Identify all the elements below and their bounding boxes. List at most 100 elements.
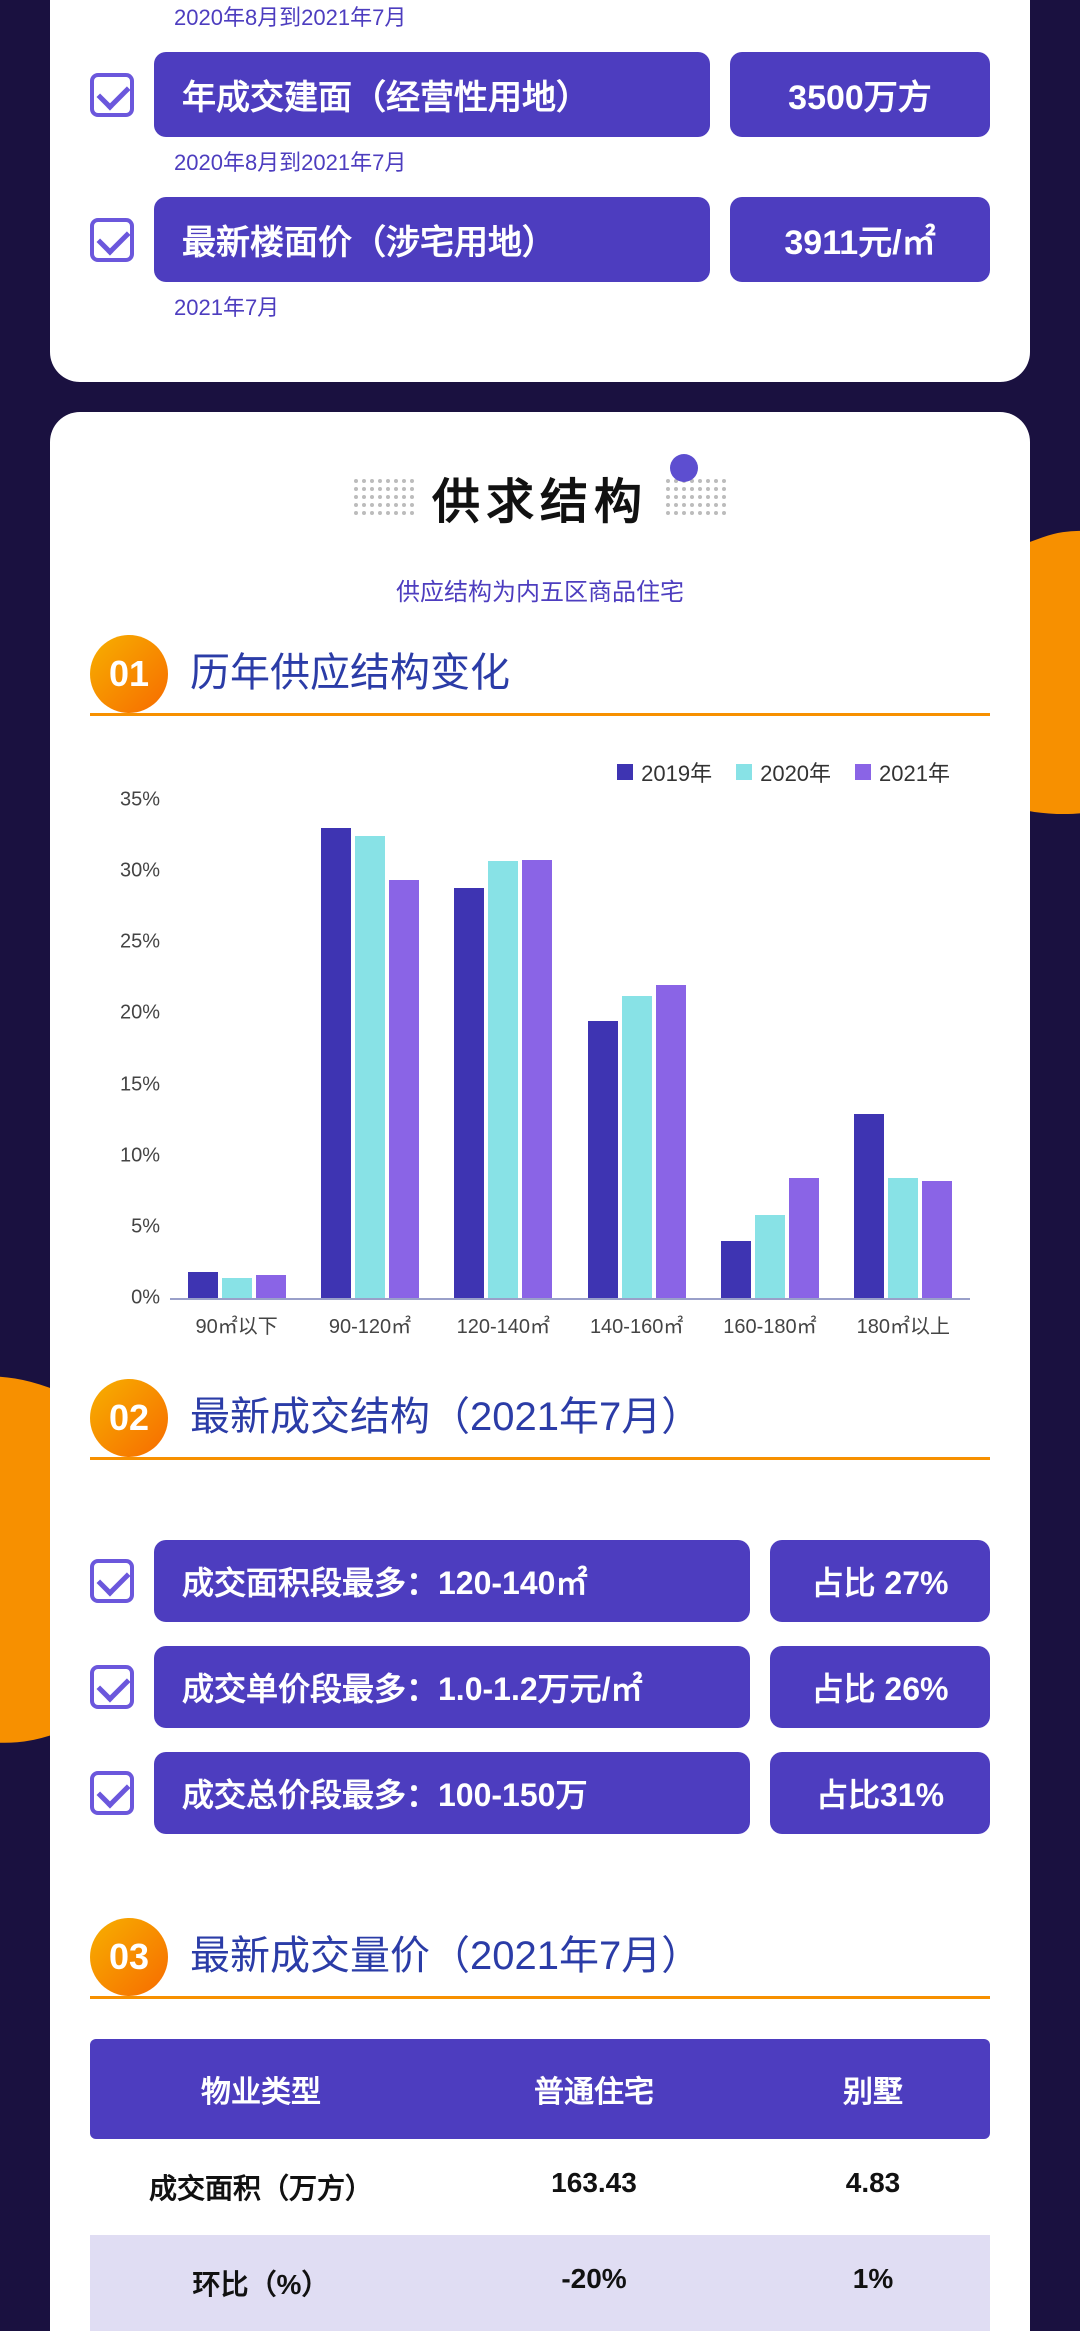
legend-swatch: [617, 764, 633, 780]
check-icon: [90, 1665, 134, 1709]
y-axis-label: 15%: [100, 1073, 160, 1096]
table-header-cell: 普通住宅: [432, 2039, 756, 2139]
stat-value: 占比 26%: [770, 1646, 990, 1728]
legend-item: 2021年: [855, 756, 950, 788]
section-number-badge: 03: [90, 1918, 168, 1996]
bar-group: [570, 800, 703, 1298]
stat-value: 占比31%: [770, 1752, 990, 1834]
subsection-header: 01 历年供应结构变化: [90, 635, 990, 716]
bar: [622, 996, 652, 1298]
bar: [789, 1178, 819, 1298]
chart-plot-area: 0%5%10%15%20%25%30%35%: [170, 800, 970, 1300]
stat-row: 年成交建面（经营性用地） 3500万方: [90, 52, 990, 137]
transaction-table: 物业类型 普通住宅 别墅 成交面积（万方）163.434.83环比（%）-20%…: [90, 2039, 990, 2331]
stat-label: 成交总价段最多：100-150万: [154, 1752, 750, 1834]
stat-label: 最新楼面价（涉宅用地）: [154, 197, 710, 282]
section-number-badge: 02: [90, 1379, 168, 1457]
stat-row: 最新楼面价（涉宅用地） 3911元/㎡: [90, 197, 990, 282]
legend-label: 2020年: [760, 756, 831, 788]
bar: [389, 880, 419, 1298]
bar: [656, 985, 686, 1298]
stat-row: 成交总价段最多：100-150万占比31%: [90, 1752, 990, 1834]
bar: [321, 828, 351, 1298]
stat-value: 占比 27%: [770, 1540, 990, 1622]
legend-swatch: [855, 764, 871, 780]
dot-decoration-icon: [354, 479, 414, 515]
table-row: 成交面积（万方）163.434.83: [90, 2139, 990, 2235]
stat-date: 2020年8月到2021年7月: [174, 0, 990, 32]
stat-row: 成交面积段最多：120-140㎡占比 27%: [90, 1540, 990, 1622]
stat-label: 成交面积段最多：120-140㎡: [154, 1540, 750, 1622]
legend-item: 2020年: [736, 756, 831, 788]
y-axis-label: 20%: [100, 1002, 160, 1025]
section-title: 供求结构: [432, 462, 648, 532]
bar: [721, 1241, 751, 1298]
x-axis-label: 140-160㎡: [570, 1300, 703, 1339]
bar-group: [837, 800, 970, 1298]
table-header-cell: 物业类型: [90, 2039, 432, 2139]
stat-value: 3500万方: [730, 52, 990, 137]
table-cell: -20%: [432, 2235, 756, 2331]
legend-swatch: [736, 764, 752, 780]
check-icon: [90, 1559, 134, 1603]
bar: [854, 1114, 884, 1298]
bar: [922, 1181, 952, 1298]
y-axis-label: 10%: [100, 1144, 160, 1167]
bar: [256, 1275, 286, 1298]
legend-item: 2019年: [617, 756, 712, 788]
y-axis-label: 25%: [100, 931, 160, 954]
table-header-cell: 别墅: [756, 2039, 990, 2139]
bar: [488, 861, 518, 1298]
supply-structure-chart: 2019年2020年2021年 0%5%10%15%20%25%30%35% 9…: [90, 756, 990, 1379]
bar-group: [703, 800, 836, 1298]
bar: [888, 1178, 918, 1298]
subsection-title: 最新成交结构（2021年7月）: [190, 1384, 701, 1442]
table-row: 环比（%）-20%1%: [90, 2235, 990, 2331]
check-icon: [90, 73, 134, 117]
subsection-header: 02 最新成交结构（2021年7月）: [90, 1379, 990, 1460]
context-note: 供应结构为内五区商品住宅: [90, 572, 990, 607]
section-number-badge: 01: [90, 635, 168, 713]
stat-date: 2021年7月: [174, 290, 990, 322]
chart-legend: 2019年 2020年 2021年: [100, 756, 980, 788]
bar: [355, 836, 385, 1298]
bar: [755, 1215, 785, 1298]
y-axis-label: 35%: [100, 789, 160, 812]
main-card: 供求结构 供应结构为内五区商品住宅 01 历年供应结构变化 2019年 2020年…: [50, 412, 1030, 2331]
check-icon: [90, 218, 134, 262]
subsection-title: 历年供应结构变化: [190, 640, 510, 698]
y-axis-label: 5%: [100, 1215, 160, 1238]
table-header: 物业类型 普通住宅 别墅: [90, 2039, 990, 2139]
table-cell: 163.43: [432, 2139, 756, 2235]
subsection-title: 最新成交量价（2021年7月）: [190, 1923, 701, 1981]
stat-value: 3911元/㎡: [730, 197, 990, 282]
bar: [222, 1278, 252, 1298]
bar: [188, 1272, 218, 1298]
x-axis-label: 160-180㎡: [703, 1300, 836, 1339]
table-cell: 1%: [756, 2235, 990, 2331]
bar: [588, 1021, 618, 1298]
stat-date: 2020年8月到2021年7月: [174, 145, 990, 177]
dot-decoration-icon: [666, 479, 726, 515]
section-title-container: 供求结构: [90, 462, 990, 532]
top-stats-card: 2020年8月到2021年7月 年成交建面（经营性用地） 3500万方 2020…: [50, 0, 1030, 382]
table-cell: 成交面积（万方）: [90, 2139, 432, 2235]
x-axis-label: 90㎡以下: [170, 1300, 303, 1339]
bar: [522, 860, 552, 1298]
stat-row: 成交单价段最多：1.0-1.2万元/㎡占比 26%: [90, 1646, 990, 1728]
stat-label: 成交单价段最多：1.0-1.2万元/㎡: [154, 1646, 750, 1728]
y-axis-label: 30%: [100, 860, 160, 883]
legend-label: 2019年: [641, 756, 712, 788]
x-axis-label: 120-140㎡: [437, 1300, 570, 1339]
bar-group: [303, 800, 436, 1298]
table-cell: 环比（%）: [90, 2235, 432, 2331]
check-icon: [90, 1771, 134, 1815]
bar: [454, 888, 484, 1298]
bar-group: [437, 800, 570, 1298]
x-axis-label: 90-120㎡: [303, 1300, 436, 1339]
y-axis-label: 0%: [100, 1287, 160, 1310]
x-axis-label: 180㎡以上: [837, 1300, 970, 1339]
legend-label: 2021年: [879, 756, 950, 788]
stat-label: 年成交建面（经营性用地）: [154, 52, 710, 137]
subsection-header: 03 最新成交量价（2021年7月）: [90, 1918, 990, 1999]
